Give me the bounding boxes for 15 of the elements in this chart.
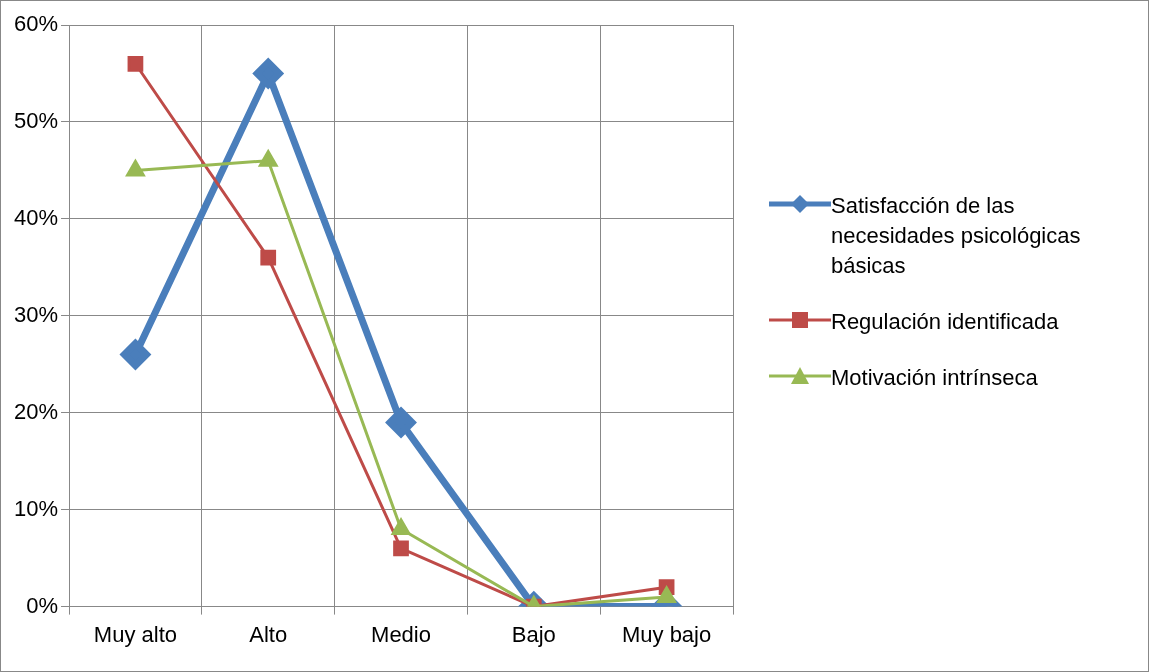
x-tick-label: Bajo [511, 621, 556, 647]
y-tick-label: 10% [13, 495, 59, 521]
legend-label: Motivación intrínseca [831, 364, 1038, 392]
x-tick-label: Muy bajo [621, 621, 712, 647]
x-tick-label: Alto [249, 621, 288, 647]
y-tick-label: 30% [13, 301, 59, 327]
y-tick-label: 50% [13, 108, 59, 133]
legend-label: Satisfacción de las necesidades psicológicas básicas [831, 192, 1082, 280]
y-tick-label: 60% [13, 11, 59, 37]
legend-label: Regulación identificada [831, 308, 1059, 336]
y-tick-label: 20% [13, 398, 59, 424]
y-tick-label: 0% [26, 592, 59, 618]
x-tick-label: Medio [371, 621, 431, 647]
x-tick-label: Muy alto [93, 621, 178, 647]
y-tick-label: 40% [13, 204, 59, 230]
